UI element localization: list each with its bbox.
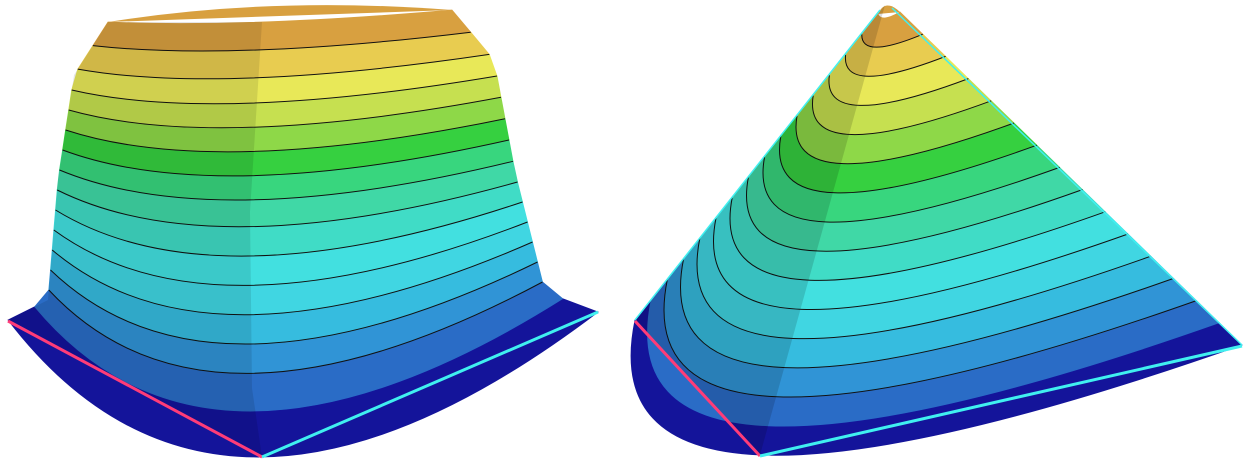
contour-line — [53, 221, 528, 286]
contour-line — [828, 75, 969, 106]
edge-pink — [7, 319, 263, 459]
edge-cyan — [261, 310, 599, 459]
contour-line — [62, 139, 510, 177]
shade — [8, 22, 262, 457]
contour-line — [746, 177, 1083, 252]
contour-line — [77, 53, 490, 80]
edge-cyan — [891, 7, 1243, 346]
contour-line — [779, 136, 1037, 194]
contour-line — [50, 261, 538, 345]
contour-line — [68, 96, 502, 129]
contour-line — [811, 95, 992, 136]
contour-line — [713, 217, 1129, 310]
contour-line — [59, 160, 514, 201]
contour-line — [71, 75, 498, 105]
top-cap — [108, 5, 452, 22]
top-cap — [878, 5, 900, 14]
contour-line — [92, 31, 471, 52]
edge-pink — [633, 319, 762, 458]
contour-line — [861, 33, 923, 48]
contour-line — [55, 201, 523, 257]
contour-line — [48, 281, 543, 374]
contour-line — [729, 197, 1106, 281]
plateau-surface — [7, 5, 599, 459]
contour-line — [663, 279, 1197, 398]
edge-cyan — [759, 344, 1243, 458]
contour-line — [680, 258, 1174, 369]
contour-line — [795, 115, 1015, 165]
shade — [635, 5, 885, 455]
contour-line — [65, 118, 506, 153]
edge-cyan — [634, 9, 881, 321]
contour-line — [56, 181, 518, 228]
contour-line — [51, 241, 533, 316]
contour-line — [696, 238, 1151, 340]
contour-line — [845, 54, 946, 77]
contour-line — [762, 156, 1060, 223]
pyramid-surface — [630, 5, 1243, 458]
